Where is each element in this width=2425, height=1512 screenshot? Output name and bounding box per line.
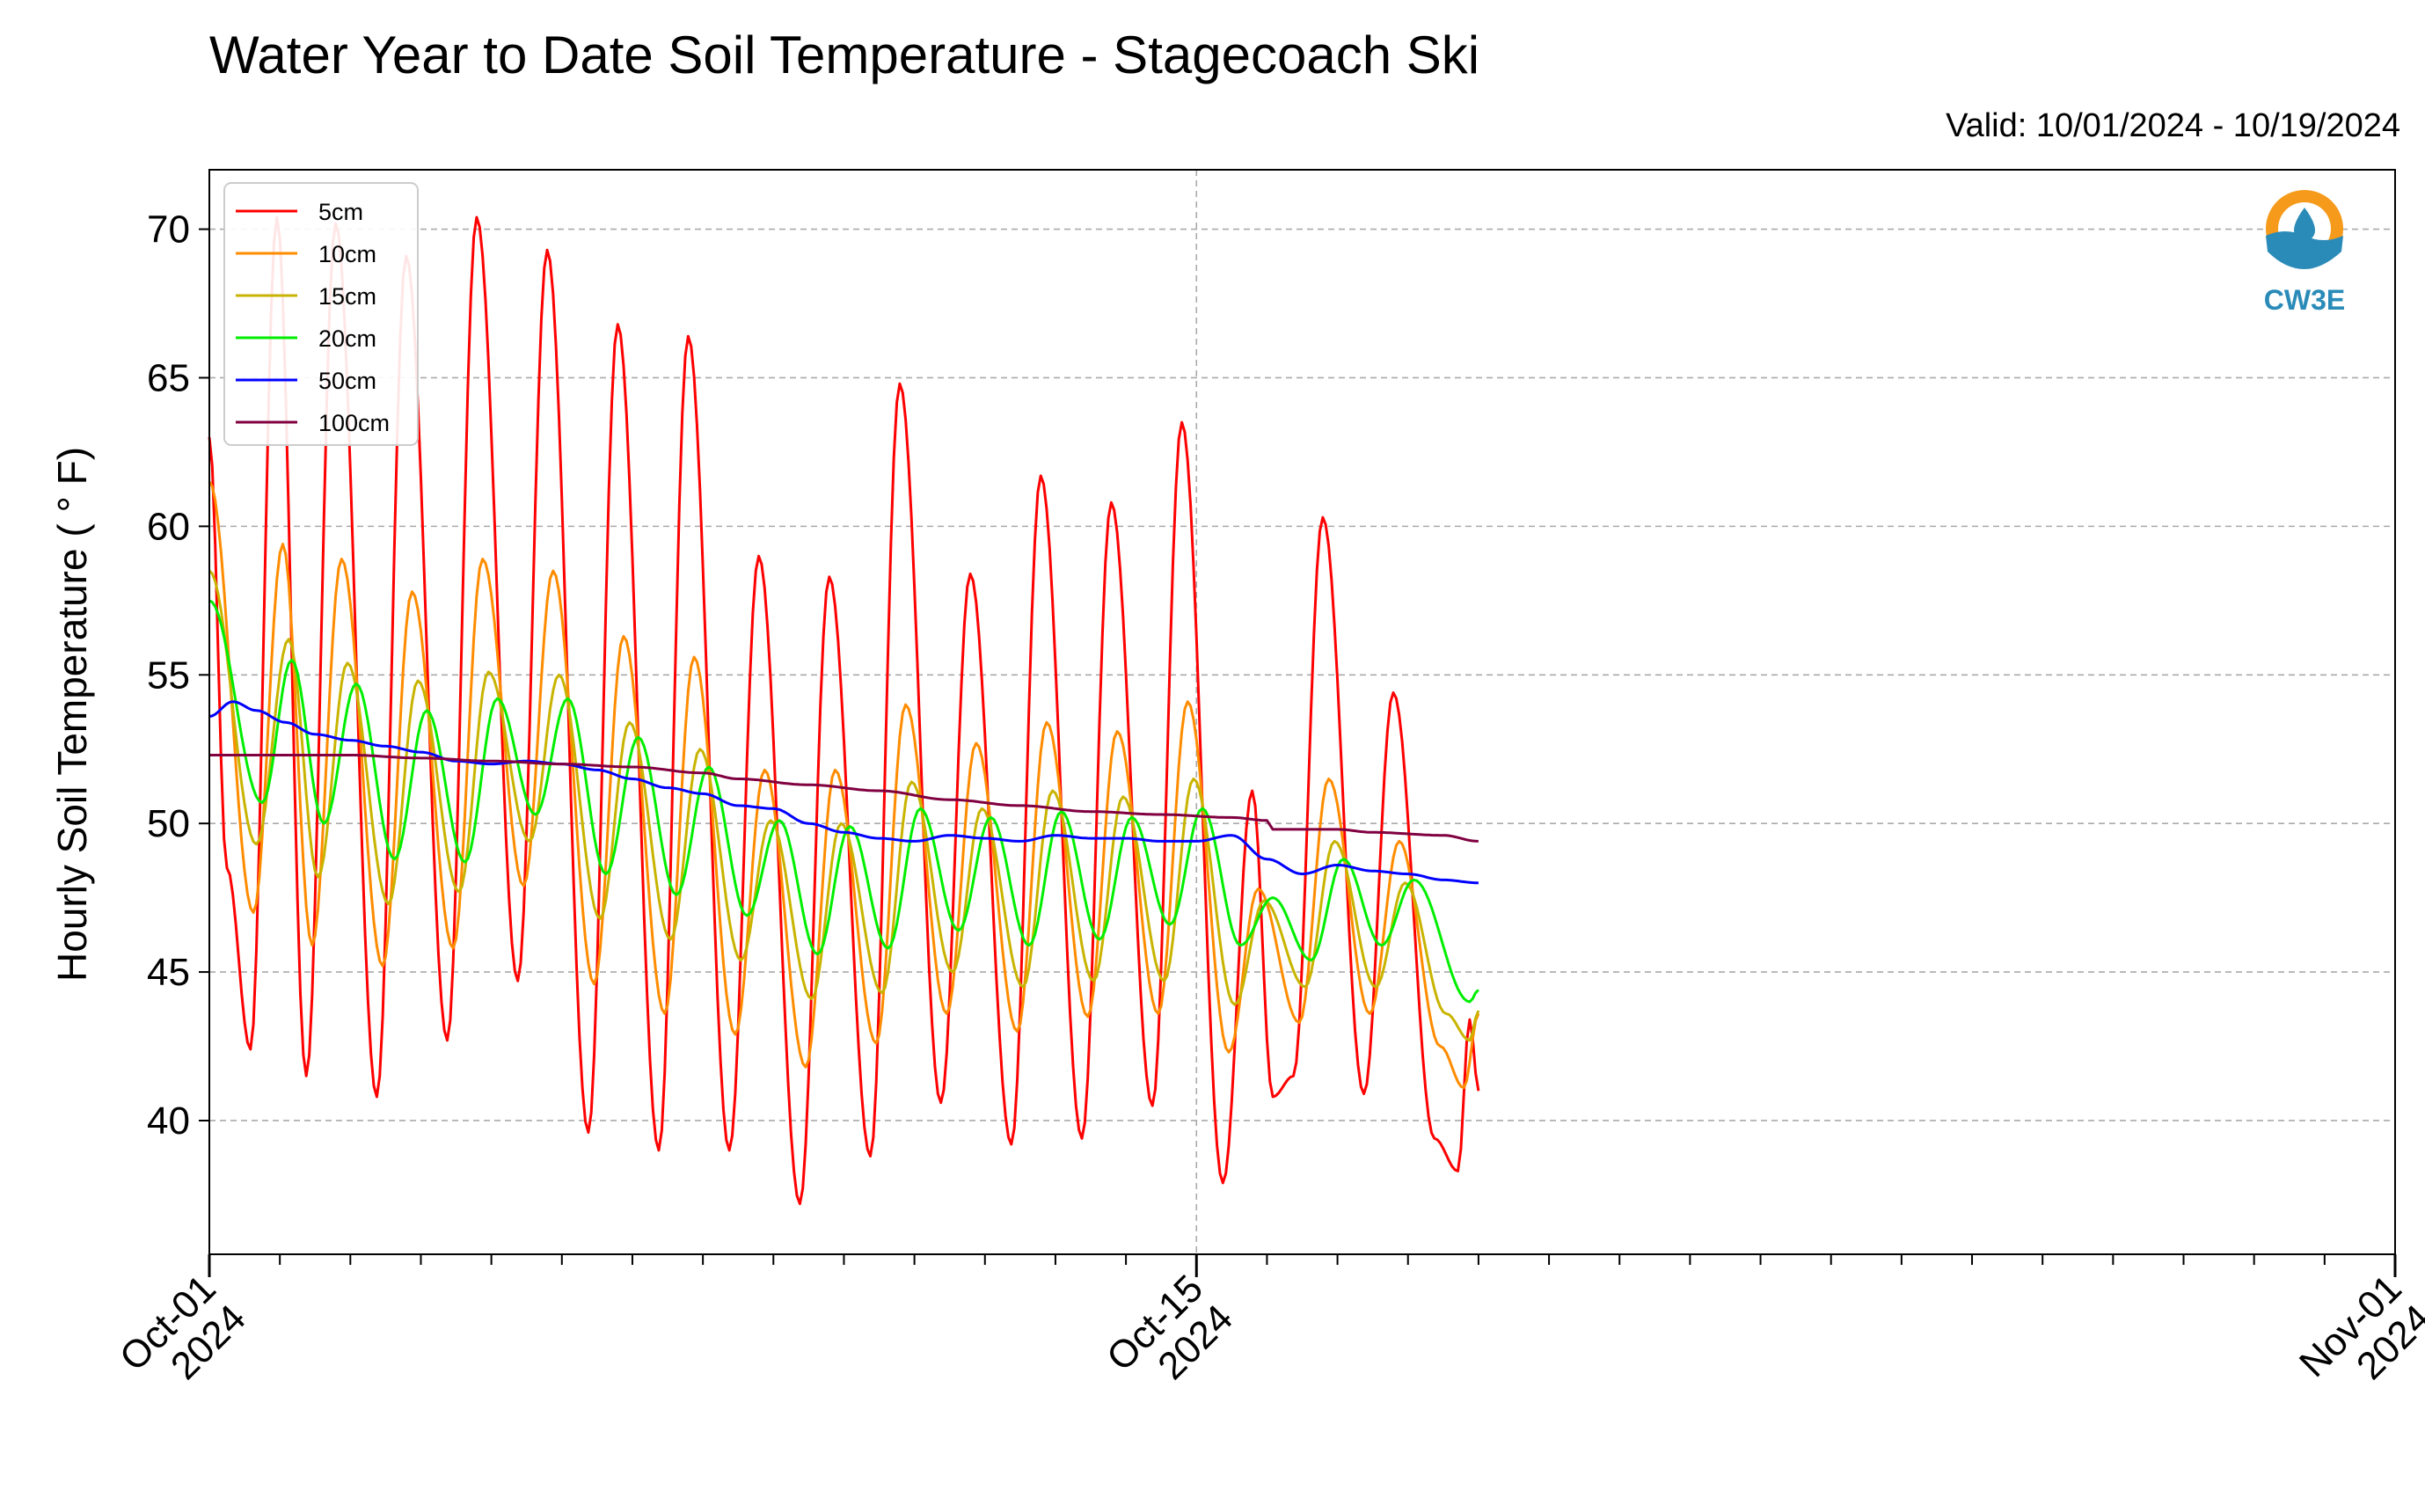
- y-tick-label: 40: [147, 1099, 190, 1143]
- series-line-100cm: [209, 754, 1479, 843]
- logo-drop-icon: [2294, 208, 2315, 241]
- y-tick-label: 60: [147, 505, 190, 548]
- logo-wave-icon: [2266, 231, 2343, 269]
- legend-label-20cm: 20cm: [318, 325, 376, 352]
- cw3e-logo: CW3E: [2264, 190, 2345, 316]
- series-line-10cm: [208, 480, 1480, 1090]
- logo-text: CW3E: [2264, 284, 2345, 316]
- legend-label-15cm: 15cm: [318, 283, 376, 310]
- y-tick-label: 45: [147, 951, 190, 994]
- y-tick-label: 70: [147, 208, 190, 252]
- series-line-20cm: [208, 599, 1479, 1004]
- legend-label-5cm: 5cm: [318, 199, 363, 225]
- legend-label-10cm: 10cm: [318, 241, 376, 267]
- series-line-5cm: [208, 215, 1480, 1206]
- legend-label-100cm: 100cm: [318, 410, 390, 436]
- legend-label-50cm: 50cm: [318, 368, 376, 394]
- series-lines: [208, 215, 1480, 1206]
- legend: 5cm 10cm 15cm 20cm 50cm 100cm: [223, 182, 419, 446]
- chart-title: Water Year to Date Soil Temperature - St…: [209, 26, 1480, 84]
- y-tick-label: 55: [147, 654, 190, 697]
- y-axis-label: Hourly Soil Temperature ( ° F): [49, 447, 95, 982]
- series-line-50cm: [208, 700, 1479, 885]
- grid-lines: [209, 170, 2395, 1254]
- y-tick-label: 65: [147, 356, 190, 399]
- chart-subtitle: Valid: 10/01/2024 - 10/19/2024: [1946, 107, 2400, 144]
- y-tick-label: 50: [147, 802, 190, 845]
- plot-frame: [208, 169, 2396, 1255]
